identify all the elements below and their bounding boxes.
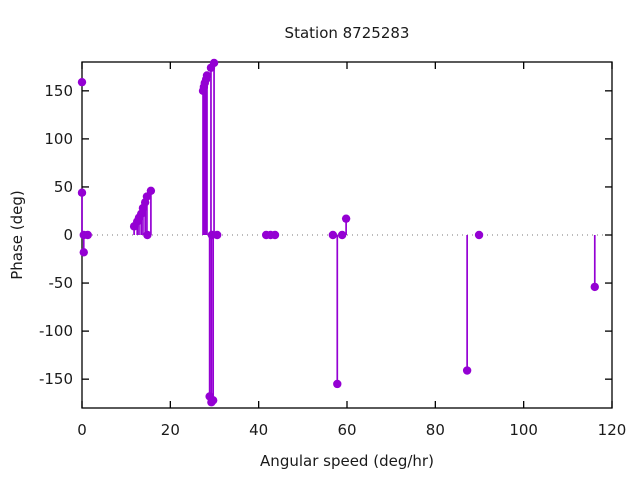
data-point	[341, 214, 351, 223]
data-point	[328, 230, 338, 240]
x-tick-label: 20	[161, 421, 180, 439]
data-point	[474, 230, 484, 240]
data-point	[208, 396, 218, 405]
x-tick-label: 0	[77, 421, 87, 439]
y-tick-label: 100	[44, 130, 73, 148]
data-point	[270, 230, 280, 240]
y-tick-label: -150	[39, 370, 73, 388]
y-tick-label: -100	[39, 322, 73, 340]
data-point	[462, 366, 472, 375]
x-tick-label: 60	[337, 421, 356, 439]
data-point	[202, 71, 212, 80]
x-tick-label: 100	[509, 421, 538, 439]
y-tick-label: 150	[44, 82, 73, 100]
data-point	[143, 230, 152, 240]
data-point	[590, 282, 599, 292]
x-axis-label: Angular speed (deg/hr)	[260, 452, 434, 470]
x-tick-label: 120	[598, 421, 627, 439]
y-tick-label: -50	[49, 274, 74, 292]
y-axis-label: Phase (deg)	[8, 190, 26, 280]
x-tick-label: 80	[426, 421, 445, 439]
data-point	[83, 230, 92, 240]
x-tick-label: 40	[249, 421, 268, 439]
data-point	[209, 58, 219, 68]
data-point	[337, 230, 347, 240]
data-point	[79, 248, 88, 257]
y-tick-label: 50	[54, 178, 73, 196]
data-point	[77, 77, 87, 87]
data-point	[212, 230, 222, 240]
data-point	[333, 379, 342, 389]
y-tick-label: 0	[63, 226, 73, 244]
data-point	[146, 186, 156, 195]
chart-title: Station 8725283	[284, 24, 410, 42]
data-point	[77, 188, 87, 197]
